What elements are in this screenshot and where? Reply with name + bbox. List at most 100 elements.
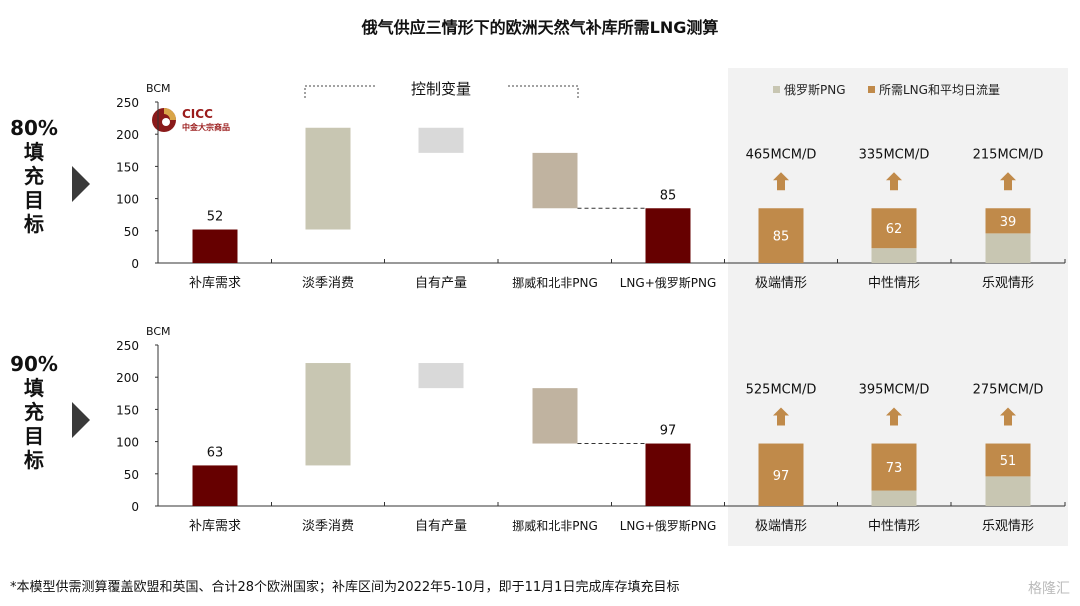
russia-png-bar <box>985 476 1031 506</box>
daily-flow-label: 335MCM/D <box>859 147 930 162</box>
x-tick-label: 自有产量 <box>415 276 467 291</box>
y-tick-label: 200 <box>116 371 139 385</box>
control-variable-label: 控制变量 <box>411 80 471 98</box>
y-tick-label: 150 <box>116 160 139 174</box>
daily-flow-label: 465MCM/D <box>746 147 817 162</box>
y-tick-label: 250 <box>116 96 139 110</box>
waterfall-bar <box>532 388 578 444</box>
x-tick-label: 中性情形 <box>868 519 920 534</box>
fill-target-label-line: 90% <box>10 352 58 376</box>
fill-target-label-line: 目 <box>24 424 44 448</box>
daily-flow-label: 395MCM/D <box>859 383 930 398</box>
daily-flow-label: 215MCM/D <box>973 147 1044 162</box>
y-tick-label: 50 <box>124 468 139 482</box>
y-tick-label: 250 <box>116 339 139 353</box>
fill-target-label-line: 充 <box>24 400 44 424</box>
y-axis-unit: BCM <box>146 325 171 338</box>
logo-subtext: 中金大宗商品 <box>182 122 230 132</box>
data-label: 52 <box>207 210 224 225</box>
fill-target-label-line: 填 <box>24 140 44 164</box>
daily-flow-label: 275MCM/D <box>973 383 1044 398</box>
lng-data-label: 73 <box>886 461 903 476</box>
arrow-up-icon <box>886 172 902 191</box>
fill-target-label-line: 目 <box>24 188 44 212</box>
waterfall-bar <box>645 443 691 506</box>
logo-mark <box>162 118 170 126</box>
data-label: 63 <box>207 445 224 460</box>
y-tick-label: 100 <box>116 193 139 207</box>
fill-target-label: 90% 填充目标 <box>10 352 58 472</box>
fill-target-label: 80% 填充目标 <box>10 116 58 236</box>
data-label: 97 <box>660 424 677 439</box>
x-tick-label: 中性情形 <box>868 276 920 291</box>
waterfall-bar <box>418 127 464 153</box>
legend-swatch <box>773 86 780 93</box>
legend-swatch <box>868 86 875 93</box>
y-tick-label: 150 <box>116 403 139 417</box>
control-bracket-right <box>508 85 579 98</box>
x-tick-label: 乐观情形 <box>982 276 1034 291</box>
footnote: *本模型供需测算覆盖欧盟和英国、合计28个欧洲国家；补库区间为2022年5-10… <box>10 580 680 595</box>
waterfall-bar <box>305 127 351 230</box>
lng-data-label: 39 <box>1000 215 1017 230</box>
logo-text: CICC <box>182 107 213 121</box>
chart-title: 俄气供应三情形下的欧洲天然气补库所需LNG测算 <box>361 18 719 37</box>
x-tick-label: 极端情形 <box>755 276 807 291</box>
arrow-up-icon <box>1000 407 1016 426</box>
arrow-up-icon <box>773 172 789 191</box>
lng-bar <box>758 208 804 263</box>
lng-data-label: 51 <box>1000 454 1017 469</box>
x-tick-label: 挪威和北非PNG <box>512 276 598 290</box>
x-tick-label: 淡季消费 <box>302 276 354 291</box>
lng-data-label: 97 <box>773 469 790 484</box>
logo-mark <box>164 108 176 120</box>
waterfall-bar <box>305 363 351 466</box>
x-tick-label: 补库需求 <box>189 518 241 534</box>
lng-bar <box>758 443 804 506</box>
x-tick-label: 补库需求 <box>189 275 241 291</box>
arrow-up-icon <box>773 407 789 426</box>
lng-bar <box>985 443 1031 477</box>
arrow-up-icon <box>886 407 902 426</box>
data-label: 85 <box>660 188 677 203</box>
fill-target-label-line: 标 <box>24 212 44 236</box>
y-tick-label: 100 <box>116 436 139 450</box>
arrow-up-icon <box>1000 172 1016 191</box>
x-tick-label: LNG+俄罗斯PNG <box>620 519 717 533</box>
y-tick-label: 200 <box>116 128 139 142</box>
y-tick-label: 50 <box>124 225 139 239</box>
fill-target-label-line: 填 <box>24 376 44 400</box>
lng-bar <box>985 208 1031 234</box>
waterfall-bar <box>532 152 578 209</box>
fill-target-label-line: 80% <box>10 116 58 140</box>
legend-label: 所需LNG和平均日流量 <box>879 83 1000 97</box>
y-axis-unit: BCM <box>146 82 171 95</box>
lng-data-label: 85 <box>773 230 790 245</box>
lng-data-label: 62 <box>886 222 903 237</box>
x-tick-label: 挪威和北非PNG <box>512 519 598 533</box>
russia-png-bar <box>871 248 917 263</box>
legend-label: 俄罗斯PNG <box>784 83 846 97</box>
y-tick-label: 0 <box>131 257 139 271</box>
watermark: 格隆汇 <box>1028 581 1070 597</box>
x-tick-label: 极端情形 <box>755 519 807 534</box>
lng-bar <box>871 208 917 249</box>
waterfall-bar <box>645 208 691 263</box>
control-bracket-left <box>304 85 376 98</box>
arrow-right-icon <box>72 402 90 438</box>
daily-flow-label: 525MCM/D <box>746 383 817 398</box>
x-tick-label: LNG+俄罗斯PNG <box>620 276 717 290</box>
fill-target-label-line: 标 <box>24 448 44 472</box>
x-tick-label: 自有产量 <box>415 519 467 534</box>
x-tick-label: 淡季消费 <box>302 519 354 534</box>
x-tick-label: 乐观情形 <box>982 519 1034 534</box>
lng-bar <box>871 443 917 491</box>
y-tick-label: 0 <box>131 500 139 514</box>
russia-png-bar <box>871 490 917 506</box>
fill-target-label-line: 充 <box>24 164 44 188</box>
waterfall-bar <box>192 229 238 263</box>
arrow-right-icon <box>72 166 90 202</box>
waterfall-bar <box>418 363 464 389</box>
